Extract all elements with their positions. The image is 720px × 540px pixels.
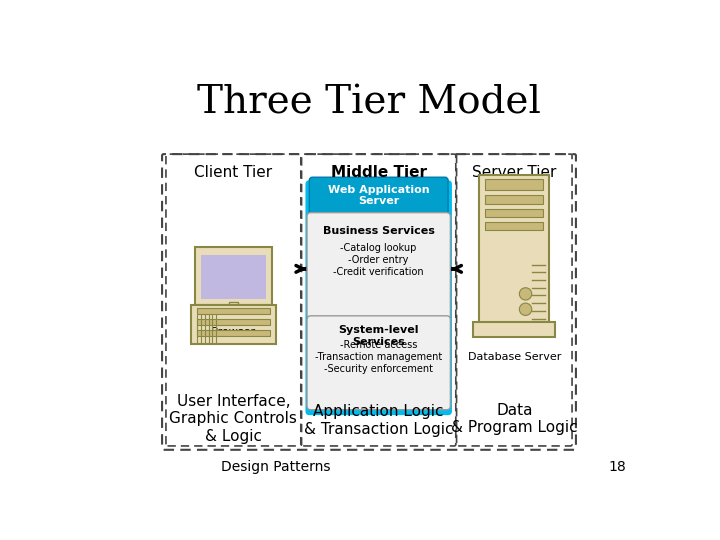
Text: Server Tier: Server Tier (472, 165, 557, 180)
Circle shape (519, 303, 532, 315)
Text: Browser: Browser (211, 327, 256, 336)
Bar (201, 255, 266, 299)
Text: Application Logic
& Transaction Logic: Application Logic & Transaction Logic (304, 404, 454, 437)
Text: 18: 18 (608, 460, 626, 474)
FancyBboxPatch shape (305, 180, 452, 415)
Text: User Interface,
Graphic Controls
& Logic: User Interface, Graphic Controls & Logic (169, 394, 297, 444)
FancyBboxPatch shape (194, 247, 272, 305)
Bar (197, 319, 270, 325)
Text: Database Server: Database Server (467, 352, 561, 362)
FancyBboxPatch shape (191, 305, 276, 343)
FancyBboxPatch shape (162, 154, 576, 450)
Text: -Remote access
-Transaction management
-Security enforcement: -Remote access -Transaction management -… (315, 340, 442, 374)
Bar (229, 302, 238, 308)
Bar (485, 222, 543, 230)
FancyBboxPatch shape (479, 174, 549, 325)
Text: -Catalog lookup
-Order entry
-Credit verification: -Catalog lookup -Order entry -Credit ver… (333, 244, 424, 276)
FancyBboxPatch shape (307, 213, 451, 319)
FancyBboxPatch shape (310, 177, 448, 214)
Circle shape (519, 288, 532, 300)
Text: Three Tier Model: Three Tier Model (197, 85, 541, 122)
Bar (197, 330, 270, 336)
Text: Client Tier: Client Tier (194, 165, 272, 180)
FancyBboxPatch shape (473, 322, 555, 337)
Text: System-level
Services: System-level Services (338, 325, 419, 347)
Text: Middle Tier: Middle Tier (330, 165, 427, 180)
Bar (485, 209, 543, 217)
Text: Business Services: Business Services (323, 226, 435, 237)
Text: Design Patterns: Design Patterns (221, 460, 330, 474)
FancyBboxPatch shape (307, 316, 451, 410)
Text: Data
& Program Logic: Data & Program Logic (451, 403, 577, 435)
Text: Web Application
Server: Web Application Server (328, 185, 430, 206)
Bar (485, 194, 543, 204)
Bar (485, 179, 543, 190)
Bar (197, 308, 270, 314)
